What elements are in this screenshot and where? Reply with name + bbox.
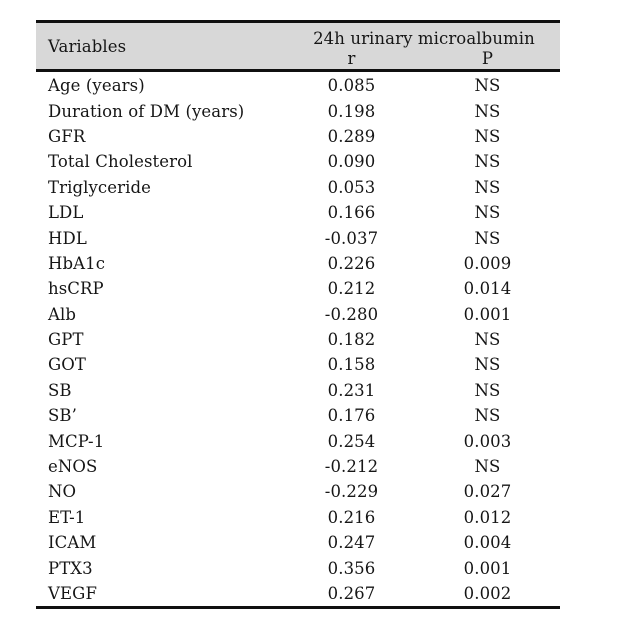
cell-p: NS — [474, 330, 501, 350]
table-row: HDL -0.037 NS — [36, 225, 560, 250]
cell-p: NS — [474, 76, 501, 96]
table-row: GFR 0.289 NS — [36, 124, 560, 149]
cell-p: NS — [474, 457, 501, 477]
cell-r: 0.247 — [327, 533, 376, 553]
cell-r: 0.166 — [327, 203, 376, 223]
cell-variable: HbA1c — [48, 253, 106, 273]
cell-variable: SB’ — [48, 406, 77, 426]
table-row: SB’ 0.176 NS — [36, 403, 560, 428]
cell-variable: VEGF — [48, 584, 97, 603]
cell-variable: Total Cholesterol — [48, 152, 193, 172]
table-row: MCP-1 0.254 0.003 — [36, 428, 560, 453]
cell-r: 0.085 — [327, 76, 376, 96]
cell-p: 0.009 — [463, 253, 512, 273]
cell-p: NS — [474, 177, 501, 197]
cell-variable: GOT — [48, 355, 87, 375]
header-p-label: P — [481, 49, 494, 68]
cell-p: 0.003 — [463, 431, 512, 451]
cell-r: 0.090 — [327, 152, 376, 172]
cell-p: NS — [474, 203, 501, 223]
cell-r: 0.356 — [327, 558, 376, 578]
cell-p: NS — [474, 355, 501, 375]
cell-variable: ICAM — [48, 533, 97, 553]
cell-variable: MCP-1 — [48, 431, 105, 451]
table-row: ICAM 0.247 0.004 — [36, 530, 560, 555]
table-row: Duration of DM (years) 0.198 NS — [36, 98, 560, 123]
cell-p: 0.014 — [463, 279, 512, 299]
table-body: Age (years) 0.085 NS Duration of DM (yea… — [36, 72, 560, 610]
table-row: SB 0.231 NS — [36, 378, 560, 403]
cell-variable: Triglyceride — [48, 177, 152, 197]
table-row: NO -0.229 0.027 — [36, 479, 560, 504]
cell-p: NS — [474, 406, 501, 426]
table-row: Alb -0.280 0.001 — [36, 302, 560, 327]
cell-variable: ET-1 — [48, 507, 86, 527]
cell-r: -0.280 — [324, 304, 379, 324]
cell-p: 0.002 — [463, 584, 512, 603]
header-r-label: r — [347, 49, 356, 68]
cell-variable: NO — [48, 482, 77, 502]
cell-r: 0.216 — [327, 507, 376, 527]
cell-p: 0.001 — [463, 558, 512, 578]
cell-r: 0.198 — [327, 101, 376, 121]
table-header: Variables 24h urinary microalbumin r P — [36, 20, 560, 72]
cell-r: 0.053 — [327, 177, 376, 197]
cell-r: 0.231 — [327, 380, 376, 400]
cell-p: NS — [474, 380, 501, 400]
table-row: VEGF 0.267 0.002 — [36, 581, 560, 606]
cell-variable: GPT — [48, 330, 84, 350]
table-row: PTX3 0.356 0.001 — [36, 555, 560, 580]
cell-r: 0.267 — [327, 584, 376, 603]
table-row: HbA1c 0.226 0.009 — [36, 251, 560, 276]
cell-variable: PTX3 — [48, 558, 93, 578]
cell-p: 0.001 — [463, 304, 512, 324]
table-row: LDL 0.166 NS — [36, 200, 560, 225]
cell-r: 0.212 — [327, 279, 376, 299]
cell-r: 0.176 — [327, 406, 376, 426]
cell-variable: LDL — [48, 203, 84, 223]
cell-variable: hsCRP — [48, 279, 104, 299]
table-row: GPT 0.182 NS — [36, 327, 560, 352]
table-row: Age (years) 0.085 NS — [36, 73, 560, 98]
cell-variable: Duration of DM (years) — [48, 101, 245, 121]
cell-r: -0.212 — [324, 457, 379, 477]
cell-r: 0.158 — [327, 355, 376, 375]
cell-variable: eNOS — [48, 457, 98, 477]
cell-r: 0.254 — [327, 431, 376, 451]
header-group-label: 24h urinary microalbumin — [313, 29, 535, 48]
cell-p: 0.027 — [463, 482, 512, 502]
table-row: ET-1 0.216 0.012 — [36, 505, 560, 530]
cell-p: NS — [474, 126, 501, 146]
table-row: hsCRP 0.212 0.014 — [36, 276, 560, 301]
cell-variable: GFR — [48, 126, 86, 146]
cell-variable: Alb — [48, 304, 77, 324]
cell-variable: SB — [48, 380, 72, 400]
cell-variable: Age (years) — [48, 76, 145, 96]
table-row: eNOS -0.212 NS — [36, 454, 560, 479]
cell-r: -0.037 — [324, 228, 379, 248]
cell-p: NS — [474, 101, 501, 121]
cell-p: NS — [474, 152, 501, 172]
cell-p: 0.004 — [463, 533, 512, 553]
cell-p: 0.012 — [463, 507, 512, 527]
table-row: GOT 0.158 NS — [36, 352, 560, 377]
correlation-table: Variables 24h urinary microalbumin r P A… — [36, 20, 560, 610]
cell-r: 0.182 — [327, 330, 376, 350]
cell-variable: HDL — [48, 228, 87, 248]
table-row: Total Cholesterol 0.090 NS — [36, 149, 560, 174]
header-variables-label: Variables — [48, 36, 127, 56]
cell-r: 0.226 — [327, 253, 376, 273]
cell-r: -0.229 — [324, 482, 379, 502]
cell-r: 0.289 — [327, 126, 376, 146]
cell-p: NS — [474, 228, 501, 248]
table-row: Triglyceride 0.053 NS — [36, 175, 560, 200]
